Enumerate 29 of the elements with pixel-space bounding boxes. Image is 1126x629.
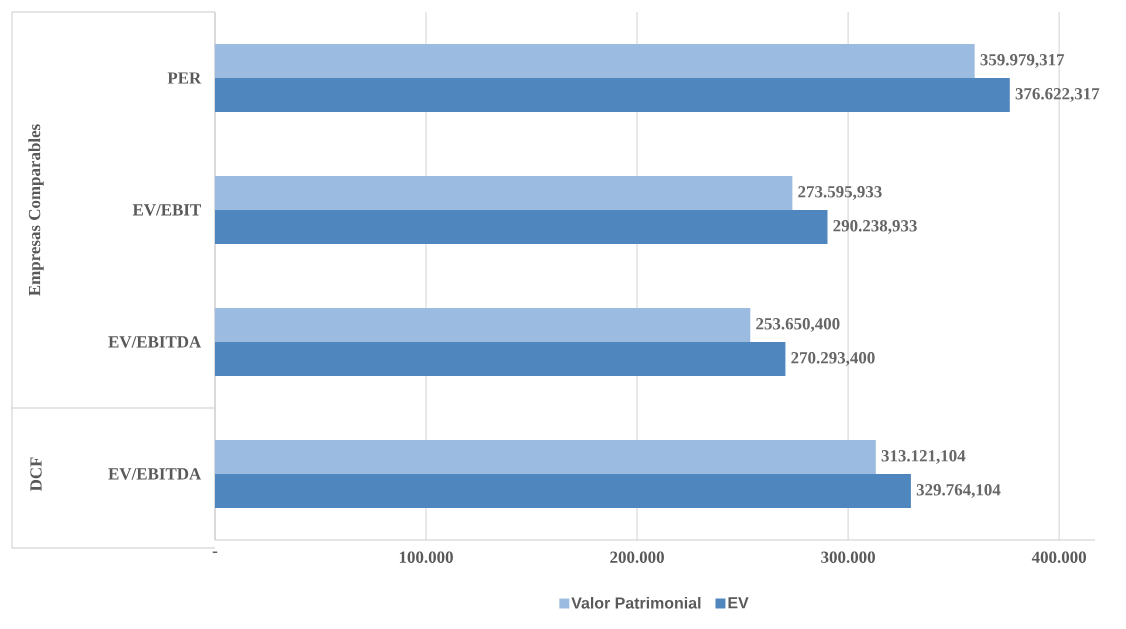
bar xyxy=(215,341,786,376)
x-tick-label: 100.000 xyxy=(399,551,453,564)
x-tick-label: - xyxy=(212,551,218,553)
bar xyxy=(215,78,1010,112)
data-label: 313.121,104 xyxy=(881,450,966,464)
data-label: 270.293,400 xyxy=(791,352,875,366)
x-tick-label: 300.000 xyxy=(821,551,875,564)
x-tick-label: 200.000 xyxy=(610,551,664,564)
x-tick-label: 400.000 xyxy=(1031,551,1087,564)
bar xyxy=(215,307,751,342)
bar xyxy=(215,44,975,78)
data-label: 273.595,933 xyxy=(798,186,882,200)
y-tick-label: EV/EBITDA xyxy=(108,468,202,480)
y-tick-label: EV/EBITDA xyxy=(108,336,202,348)
text: Empresas Comparables xyxy=(28,124,44,296)
data-label: 359.979,317 xyxy=(980,54,1065,68)
y-tick-label: EV/EBIT xyxy=(132,204,201,216)
y-tick-label: PER xyxy=(167,72,202,84)
bar xyxy=(215,209,828,244)
bar xyxy=(215,439,876,474)
data-label: 290.238,933 xyxy=(833,220,917,234)
data-label: 329.764,104 xyxy=(916,484,1001,498)
bar xyxy=(215,473,911,508)
data-label: 376.622,317 xyxy=(1015,88,1100,102)
bar xyxy=(215,175,793,210)
text: DCF xyxy=(30,457,42,492)
legend-label: EV xyxy=(728,597,749,609)
data-label: 253.650,400 xyxy=(756,318,840,332)
legend-label: Valor Patrimonial xyxy=(571,596,701,609)
